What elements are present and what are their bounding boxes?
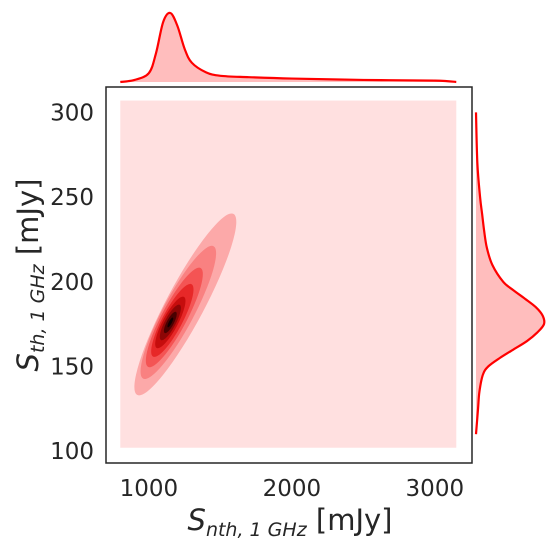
y-tick-label: 150 xyxy=(50,354,94,380)
x-label-unit: [mJy] xyxy=(307,503,393,537)
kde-contours xyxy=(134,213,237,396)
y-label-subscript: th, 1 GHz xyxy=(27,263,49,353)
y-label-unit: [mJy] xyxy=(11,179,45,265)
right-marginal-density xyxy=(474,112,546,435)
top-marginal-density xyxy=(120,11,457,84)
x-tick-label: 3000 xyxy=(406,476,465,502)
right-marginal-fill xyxy=(476,112,545,435)
y-axis-ticks: 100 150 200 250 300 xyxy=(50,100,94,465)
y-axis-label: Sth, 1 GHz [mJy] xyxy=(11,179,49,372)
y-label-symbol: S xyxy=(11,353,45,371)
plot-frame xyxy=(105,86,473,464)
y-tick-label: 300 xyxy=(50,100,94,126)
x-axis-ticks: 1000 2000 3000 xyxy=(120,476,464,502)
y-tick-label: 250 xyxy=(50,185,94,211)
x-label-symbol: S xyxy=(188,503,206,537)
x-tick-label: 1000 xyxy=(120,476,179,502)
top-marginal-line xyxy=(120,11,457,84)
y-tick-label: 200 xyxy=(50,270,94,296)
joint-plot-area xyxy=(105,86,473,464)
x-tick-label: 2000 xyxy=(263,476,322,502)
top-marginal-fill xyxy=(120,12,457,82)
kde-background-region xyxy=(120,100,457,448)
x-axis-label: Snth, 1 GHz [mJy] xyxy=(188,503,393,541)
right-marginal-line xyxy=(474,112,546,435)
y-tick-label: 100 xyxy=(50,439,94,465)
kde-contour-level-8 xyxy=(167,317,174,328)
x-label-subscript: nth, 1 GHz xyxy=(206,519,308,541)
